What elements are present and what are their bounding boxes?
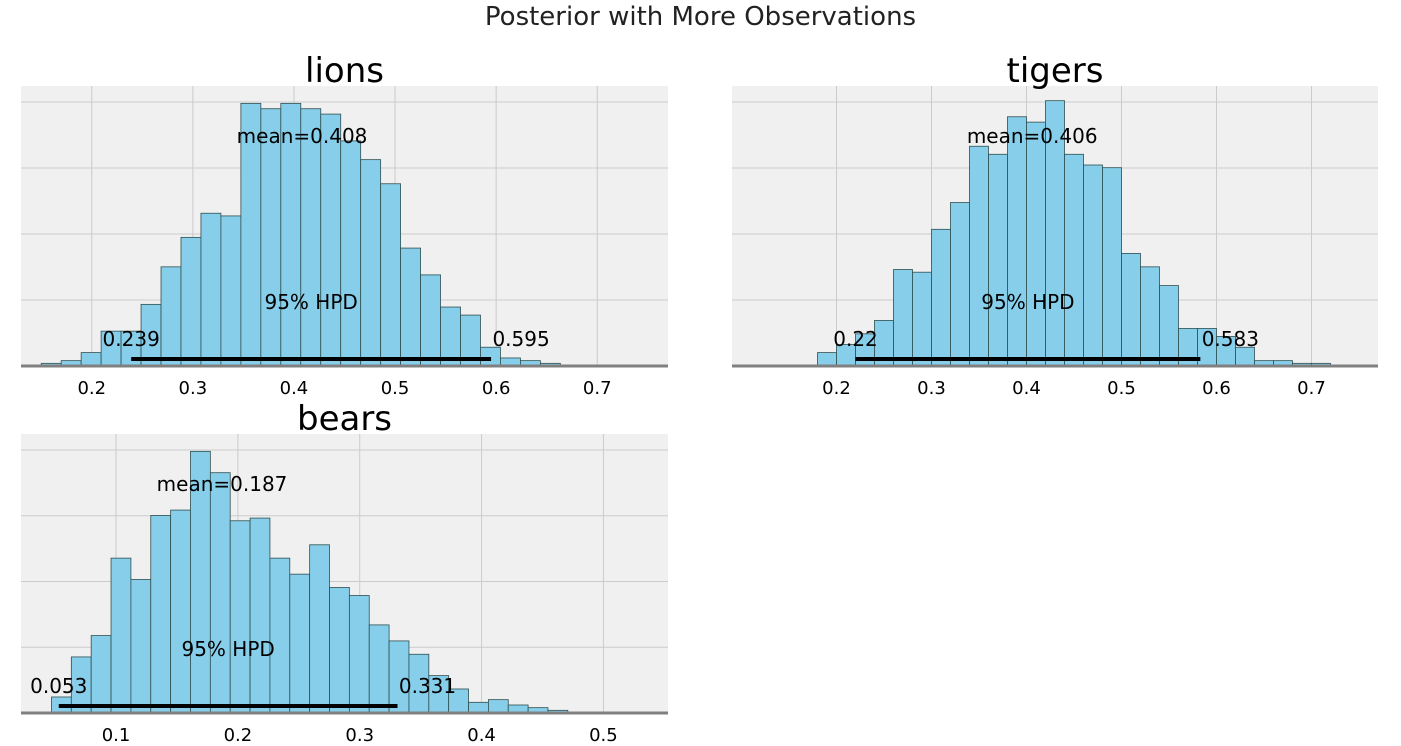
hpd-lower-label: 0.053	[30, 674, 87, 698]
histogram-bar	[180, 236, 202, 367]
x-tick-label: 0.5	[589, 725, 618, 746]
histogram-bar	[309, 544, 330, 714]
histogram-bar	[329, 587, 350, 714]
histogram-bar	[220, 215, 242, 367]
histogram-bar	[1102, 167, 1122, 367]
histogram-bar	[348, 595, 370, 714]
x-tick-label: 0.4	[1012, 378, 1041, 399]
chart-panel-bears: 0.1 0.2 0.3 0.4 0.5 bears mean=0.187 95% HPD 0.0…	[21, 399, 668, 746]
histogram-bar	[209, 472, 231, 714]
histogram-bar	[130, 579, 152, 714]
panel-title: bears	[297, 399, 392, 439]
histogram-bar	[931, 228, 951, 367]
histogram-bar	[950, 202, 970, 367]
chart-panel-tigers: 0.2 0.3 0.4 0.5 0.6 0.7 tigers mean=0.406 95% HP…	[732, 51, 1378, 399]
histogram-bar	[1121, 253, 1141, 367]
histogram-bar	[320, 113, 342, 367]
panel-title: lions	[305, 51, 384, 91]
histogram-bar	[1140, 266, 1160, 367]
histogram-bar	[1064, 153, 1084, 367]
figure-title: Posterior with More Observations	[484, 2, 917, 32]
x-tick-label: 0.4	[280, 378, 309, 399]
mean-label: mean=0.406	[967, 124, 1098, 148]
histogram-bar	[200, 212, 222, 367]
histogram-bar	[468, 701, 489, 714]
x-tick-label: 0.2	[224, 725, 253, 746]
x-tick-label: 0.7	[1297, 378, 1326, 399]
hpd-lower-label: 0.22	[833, 327, 878, 351]
x-tick-label: 0.6	[1202, 378, 1231, 399]
histogram-bar	[1026, 121, 1046, 367]
histogram-bar	[160, 266, 182, 367]
histogram-bar	[170, 509, 191, 714]
chart-panel-lions: 0.2 0.3 0.4 0.5 0.6 0.7 lions mean=0.408 95% HPD…	[21, 51, 668, 399]
histogram-bar	[817, 352, 837, 367]
x-tick-label: 0.4	[467, 725, 496, 746]
hpd-upper-label: 0.331	[399, 674, 456, 698]
hpd-lower-label: 0.239	[103, 327, 160, 351]
x-tick-label: 0.3	[917, 378, 946, 399]
panel-title: tigers	[1007, 51, 1104, 91]
x-tick-label: 0.1	[102, 725, 131, 746]
mean-label: mean=0.408	[237, 124, 368, 148]
hpd-label: 95% HPD	[181, 637, 274, 661]
histogram-bar	[368, 624, 390, 714]
hpd-upper-label: 0.595	[492, 327, 549, 351]
histogram-bar	[912, 271, 932, 367]
x-tick-label: 0.2	[822, 378, 851, 399]
x-tick-label: 0.3	[179, 378, 208, 399]
x-tick-label: 0.7	[583, 378, 612, 399]
histogram-bar	[893, 269, 913, 367]
histogram-bar	[420, 274, 441, 367]
histogram-bar	[150, 515, 172, 714]
hpd-upper-label: 0.583	[1202, 327, 1259, 351]
histogram-bar	[969, 145, 989, 367]
histogram-bar	[988, 153, 1008, 367]
histogram-bar	[1007, 116, 1027, 367]
x-tick-label: 0.6	[482, 378, 511, 399]
histogram-bar	[80, 352, 102, 367]
mean-label: mean=0.187	[157, 472, 288, 496]
histogram-bar	[380, 183, 402, 367]
x-tick-label: 0.5	[381, 378, 410, 399]
histogram-bar	[110, 557, 132, 714]
x-tick-label: 0.2	[77, 378, 106, 399]
hpd-label: 95% HPD	[264, 290, 357, 314]
histogram-bar	[400, 247, 421, 367]
histogram-bar	[360, 159, 382, 367]
histogram-bar	[229, 520, 251, 714]
histogram-bar	[90, 635, 112, 714]
x-tick-label: 0.5	[1107, 378, 1136, 399]
histogram-bar	[1159, 285, 1179, 367]
histogram-bar	[487, 699, 509, 714]
histogram-bar	[249, 517, 271, 714]
histogram-bar	[269, 557, 291, 714]
histogram-bar	[340, 140, 362, 367]
histogram-bar	[1083, 164, 1103, 367]
x-tick-label: 0.3	[345, 725, 374, 746]
hpd-label: 95% HPD	[981, 290, 1074, 314]
histogram-bar	[289, 573, 311, 714]
